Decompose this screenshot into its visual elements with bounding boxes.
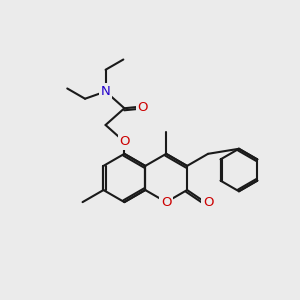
Text: O: O (203, 196, 213, 208)
Text: O: O (137, 100, 148, 113)
Text: N: N (101, 85, 110, 98)
Text: O: O (119, 135, 130, 148)
Text: O: O (161, 196, 171, 208)
